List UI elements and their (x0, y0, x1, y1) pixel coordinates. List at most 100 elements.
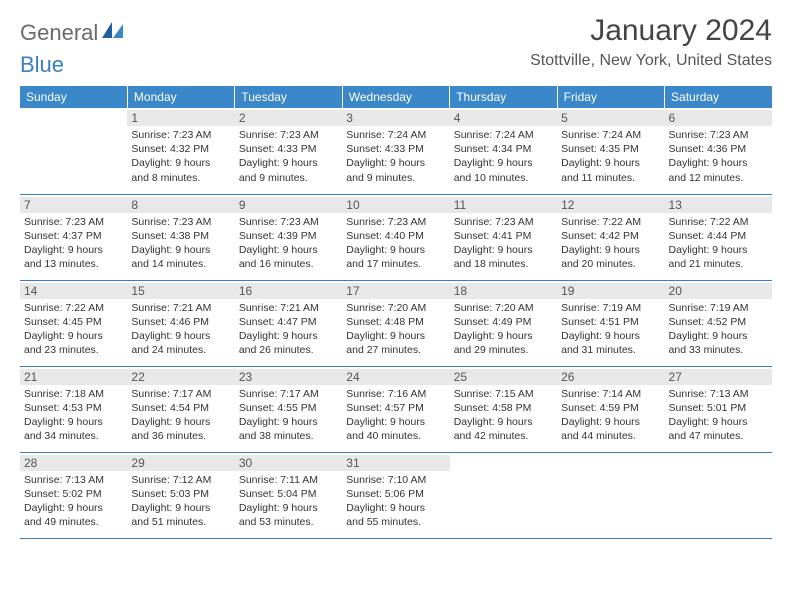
calendar-cell: 18Sunrise: 7:20 AMSunset: 4:49 PMDayligh… (450, 280, 557, 366)
calendar-cell (557, 452, 664, 538)
daylight: and 24 minutes. (131, 343, 230, 357)
calendar-cell: 15 Sunrise: 7:21 AMSunset: 4:46 PMDayligh… (127, 280, 234, 366)
sunrise: Sunrise: 7:19 AM (561, 301, 660, 315)
day-details: Sunrise: 7:23 AMSunset: 4:33 PMDaylight:… (239, 128, 338, 185)
day-header: Friday (557, 86, 664, 108)
sunrise: Sunrise: 7:13 AM (669, 387, 768, 401)
sunset: Sunset: 4:48 PM (346, 315, 445, 329)
sunrise: Sunrise: 7:22 AM (24, 301, 123, 315)
daylight: and 29 minutes. (454, 343, 553, 357)
sunset: Sunset: 4:45 PM (24, 315, 123, 329)
day-header: Tuesday (235, 86, 342, 108)
day-details: Sunrise: 7:23 AMSunset: 4:39 PMDaylight:… (239, 215, 338, 272)
daylight: Daylight: 9 hours (239, 501, 338, 515)
sunrise: Sunrise: 7:16 AM (346, 387, 445, 401)
sunrise: Sunrise: 7:15 AM (454, 387, 553, 401)
daylight: and 42 minutes. (454, 429, 553, 443)
sunrise: Sunrise: 7:23 AM (669, 128, 768, 142)
sunrise: Sunrise: 7:21 AM (131, 301, 230, 315)
daylight: Daylight: 9 hours (239, 156, 338, 170)
day-number: 1 (127, 110, 234, 126)
day-number (557, 455, 664, 471)
sunrise: Sunrise: 7:24 AM (454, 128, 553, 142)
daylight: Daylight: 9 hours (454, 243, 553, 257)
day-details: Sunrise: 7:20 AMSunset: 4:48 PMDaylight:… (346, 301, 445, 358)
calendar-cell: 1Sunrise: 7:23 AMSunset: 4:32 PMDaylight… (127, 108, 234, 194)
sunset: Sunset: 5:06 PM (346, 487, 445, 501)
day-details: Sunrise: 7:24 AMSunset: 4:34 PMDaylight:… (454, 128, 553, 185)
daylight: and 8 minutes. (131, 171, 230, 185)
day-details: Sunrise: 7:17 AMSunset: 4:55 PMDaylight:… (239, 387, 338, 444)
sunset: Sunset: 4:33 PM (346, 142, 445, 156)
day-number: 3 (342, 110, 449, 126)
calendar-cell: 29Sunrise: 7:12 AMSunset: 5:03 PMDayligh… (127, 452, 234, 538)
sunset: Sunset: 4:39 PM (239, 229, 338, 243)
daylight: and 53 minutes. (239, 515, 338, 529)
daylight: Daylight: 9 hours (131, 415, 230, 429)
day-details: Sunrise: 7:21 AMSunset: 4:46 PMDaylight:… (131, 301, 230, 358)
daylight: and 36 minutes. (131, 429, 230, 443)
calendar-body: 1Sunrise: 7:23 AMSunset: 4:32 PMDaylight… (20, 108, 772, 538)
daylight: and 12 minutes. (669, 171, 768, 185)
sunset: Sunset: 4:40 PM (346, 229, 445, 243)
calendar-cell: 30Sunrise: 7:11 AMSunset: 5:04 PMDayligh… (235, 452, 342, 538)
sunrise: Sunrise: 7:23 AM (131, 215, 230, 229)
day-header: Thursday (450, 86, 557, 108)
calendar-cell: 21Sunrise: 7:18 AMSunset: 4:53 PMDayligh… (20, 366, 127, 452)
day-details: Sunrise: 7:23 AMSunset: 4:37 PMDaylight:… (24, 215, 123, 272)
day-number: 15 (127, 283, 234, 299)
daylight: Daylight: 9 hours (454, 329, 553, 343)
daylight: Daylight: 9 hours (24, 243, 123, 257)
logo: General (20, 20, 126, 46)
sunrise: Sunrise: 7:17 AM (131, 387, 230, 401)
sunrise: Sunrise: 7:24 AM (561, 128, 660, 142)
daylight: and 47 minutes. (669, 429, 768, 443)
day-details: Sunrise: 7:23 AMSunset: 4:36 PMDaylight:… (669, 128, 768, 185)
day-number: 9 (235, 197, 342, 213)
daylight: Daylight: 9 hours (346, 243, 445, 257)
daylight: Daylight: 9 hours (24, 415, 123, 429)
sunrise: Sunrise: 7:13 AM (24, 473, 123, 487)
calendar-cell: 27Sunrise: 7:13 AMSunset: 5:01 PMDayligh… (665, 366, 772, 452)
day-number: 24 (342, 369, 449, 385)
day-number: 19 (557, 283, 664, 299)
calendar-cell (450, 452, 557, 538)
daylight: and 9 minutes. (239, 171, 338, 185)
sunrise: Sunrise: 7:23 AM (454, 215, 553, 229)
calendar-cell: 19Sunrise: 7:19 AMSunset: 4:51 PMDayligh… (557, 280, 664, 366)
daylight: and 11 minutes. (561, 171, 660, 185)
day-details: Sunrise: 7:22 AMSunset: 4:44 PMDaylight:… (669, 215, 768, 272)
daylight: and 51 minutes. (131, 515, 230, 529)
sunset: Sunset: 4:59 PM (561, 401, 660, 415)
sunrise: Sunrise: 7:22 AM (669, 215, 768, 229)
sunset: Sunset: 5:02 PM (24, 487, 123, 501)
sunset: Sunset: 4:35 PM (561, 142, 660, 156)
day-details: Sunrise: 7:22 AMSunset: 4:45 PMDaylight:… (24, 301, 123, 358)
daylight: Daylight: 9 hours (24, 501, 123, 515)
calendar-cell: 13Sunrise: 7:22 AMSunset: 4:44 PMDayligh… (665, 194, 772, 280)
daylight: Daylight: 9 hours (131, 156, 230, 170)
day-number (665, 455, 772, 471)
day-number: 27 (665, 369, 772, 385)
day-number: 29 (127, 455, 234, 471)
day-number: 18 (450, 283, 557, 299)
daylight: Daylight: 9 hours (239, 329, 338, 343)
day-details: Sunrise: 7:24 AMSunset: 4:33 PMDaylight:… (346, 128, 445, 185)
day-details: Sunrise: 7:22 AMSunset: 4:42 PMDaylight:… (561, 215, 660, 272)
daylight: and 14 minutes. (131, 257, 230, 271)
day-details: Sunrise: 7:11 AMSunset: 5:04 PMDaylight:… (239, 473, 338, 530)
day-number: 17 (342, 283, 449, 299)
daylight: Daylight: 9 hours (239, 415, 338, 429)
day-number: 5 (557, 110, 664, 126)
sunset: Sunset: 4:52 PM (669, 315, 768, 329)
day-details: Sunrise: 7:15 AMSunset: 4:58 PMDaylight:… (454, 387, 553, 444)
sunset: Sunset: 4:55 PM (239, 401, 338, 415)
day-header: Sunday (20, 86, 127, 108)
calendar-cell: 2Sunrise: 7:23 AMSunset: 4:33 PMDaylight… (235, 108, 342, 194)
sunset: Sunset: 5:04 PM (239, 487, 338, 501)
calendar-table: Sunday Monday Tuesday Wednesday Thursday… (20, 86, 772, 539)
day-number (20, 110, 127, 126)
calendar-cell: 20Sunrise: 7:19 AMSunset: 4:52 PMDayligh… (665, 280, 772, 366)
calendar-row: 21Sunrise: 7:18 AMSunset: 4:53 PMDayligh… (20, 366, 772, 452)
sunset: Sunset: 4:49 PM (454, 315, 553, 329)
